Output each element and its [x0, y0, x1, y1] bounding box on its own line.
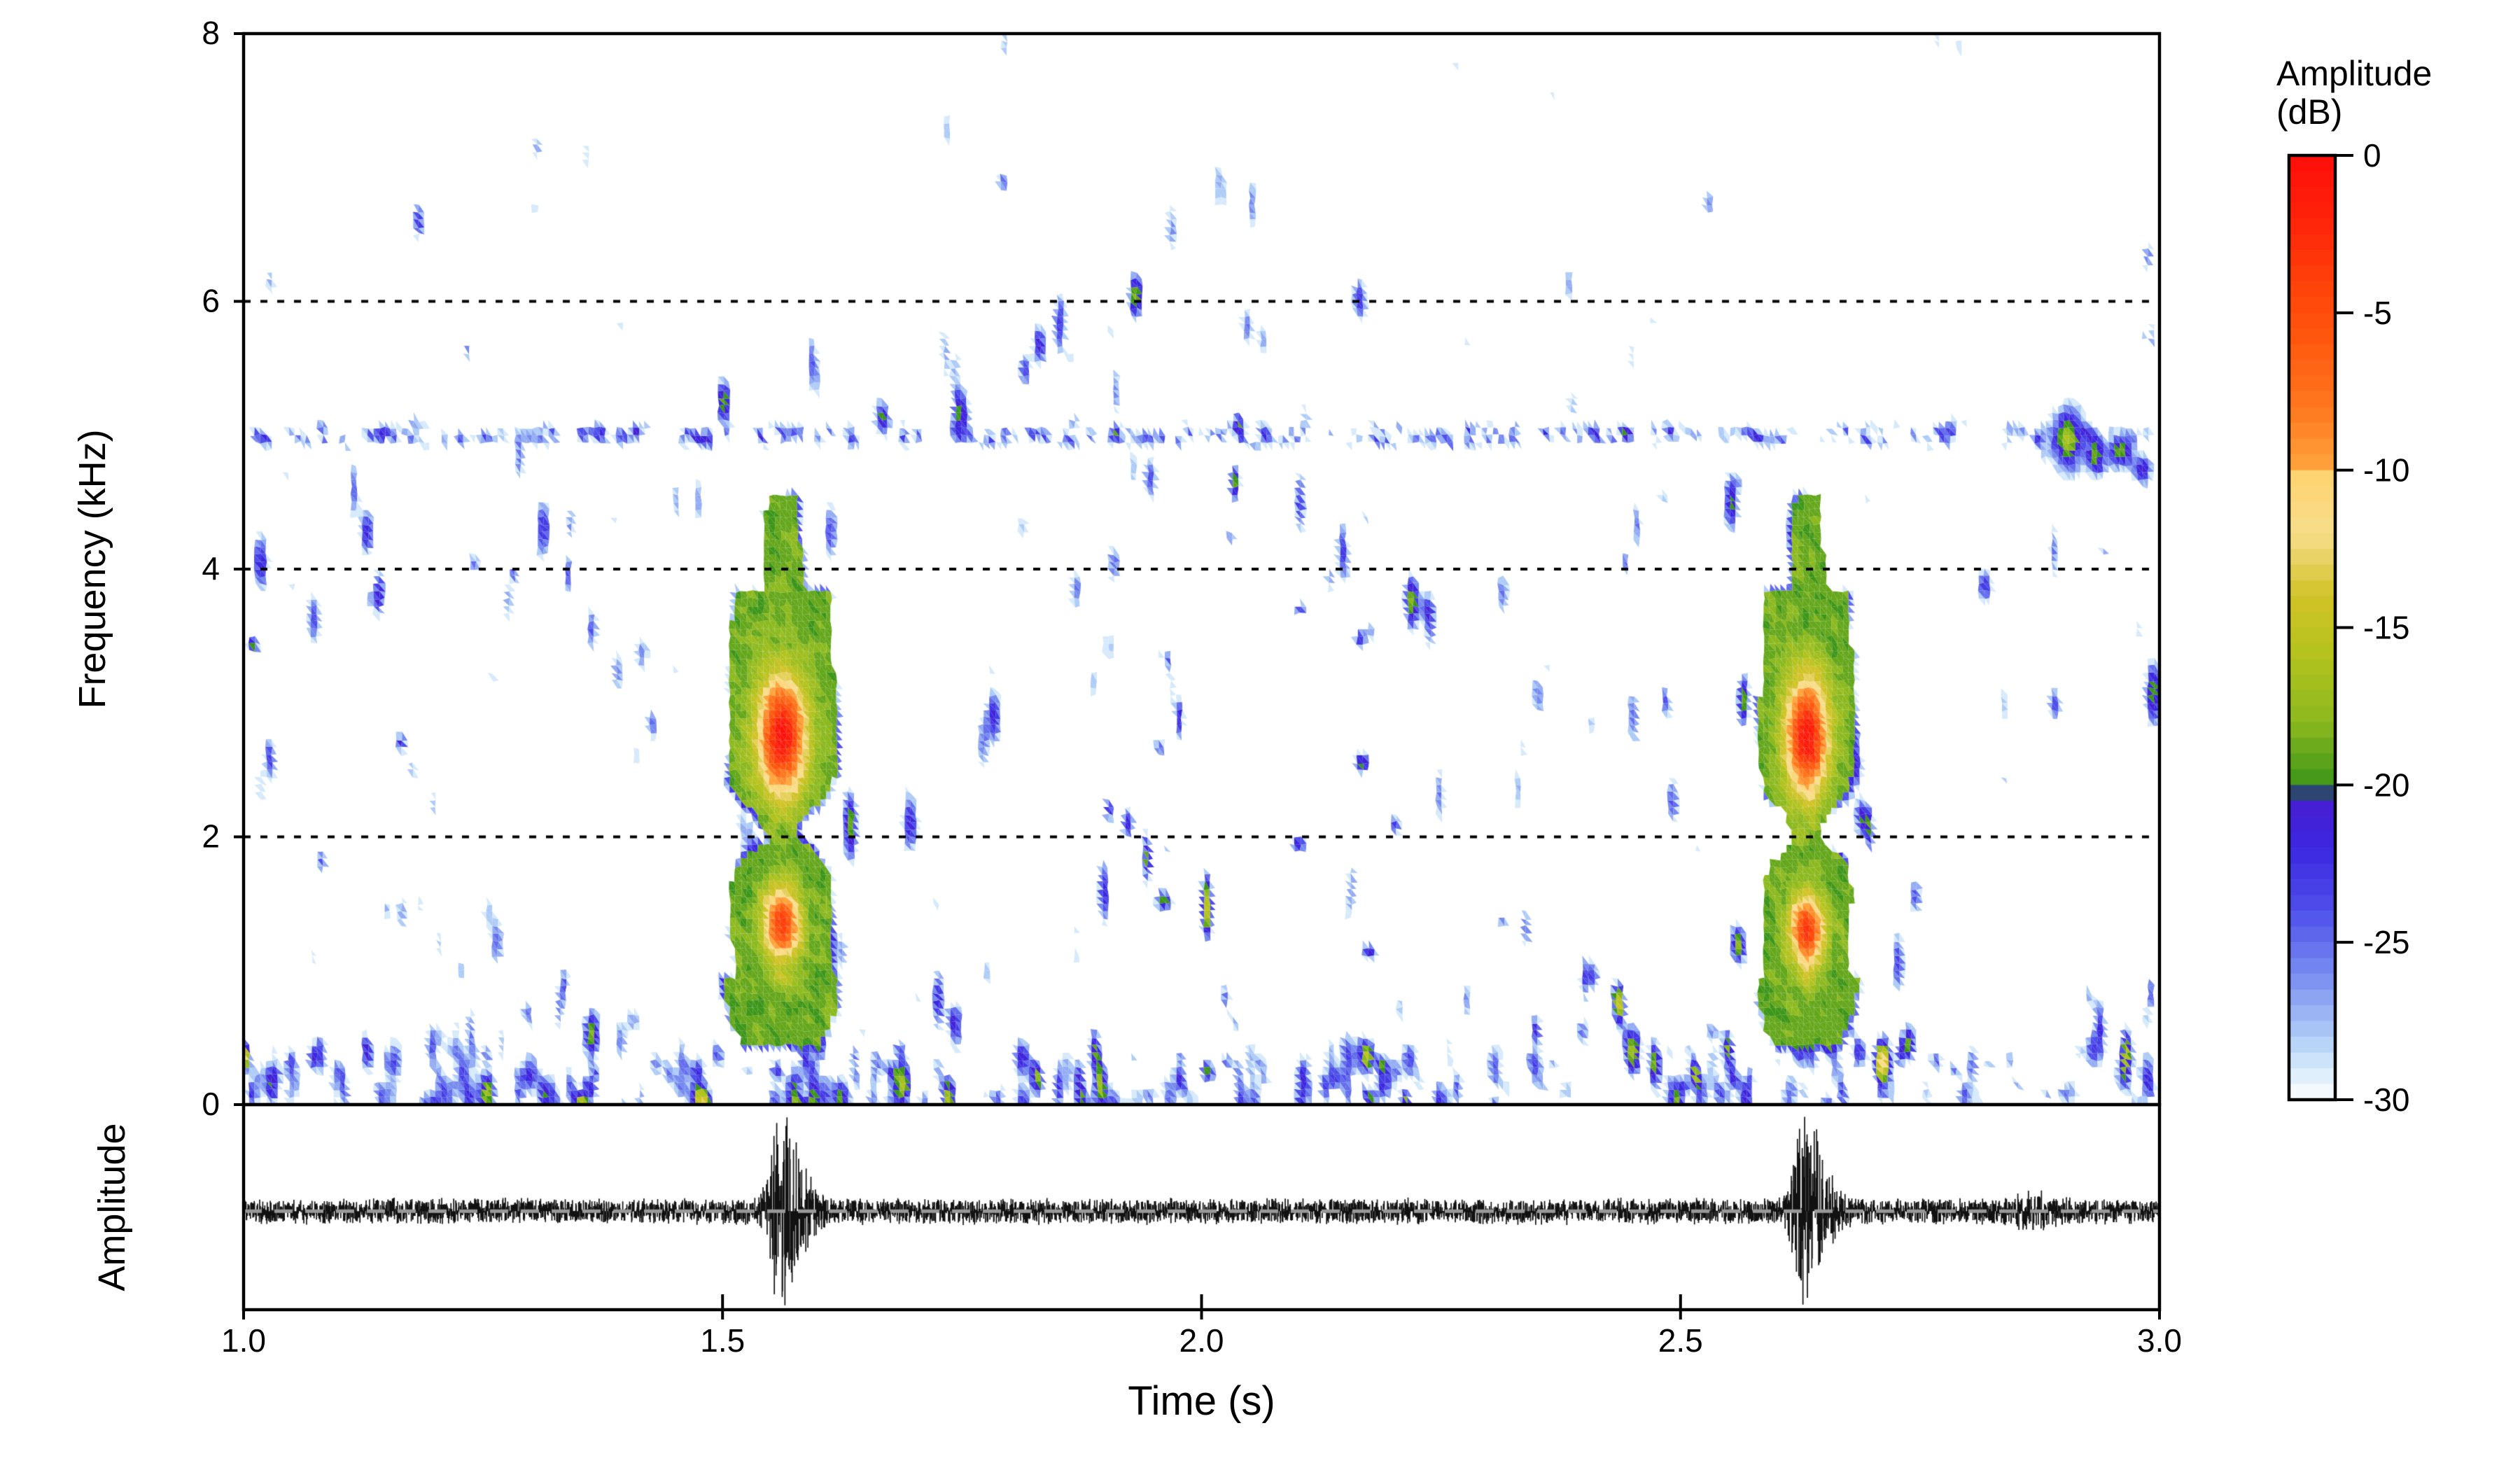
svg-text:2.5: 2.5	[1658, 1322, 1703, 1359]
svg-text:-30: -30	[2363, 1082, 2409, 1118]
svg-text:Amplitude: Amplitude	[91, 1123, 133, 1291]
svg-text:-5: -5	[2363, 295, 2392, 331]
svg-text:-15: -15	[2363, 610, 2409, 646]
svg-text:2.0: 2.0	[1180, 1322, 1224, 1359]
svg-text:(dB): (dB)	[2276, 92, 2342, 132]
svg-text:-20: -20	[2363, 766, 2409, 803]
svg-text:-25: -25	[2363, 924, 2409, 960]
svg-text:8: 8	[202, 15, 220, 51]
svg-text:1.0: 1.0	[221, 1322, 266, 1359]
svg-text:2: 2	[202, 818, 220, 855]
svg-text:-10: -10	[2363, 452, 2409, 489]
svg-text:0: 0	[2363, 137, 2381, 174]
svg-text:4: 4	[202, 550, 220, 587]
svg-text:0: 0	[202, 1086, 220, 1122]
svg-text:1.5: 1.5	[700, 1322, 745, 1359]
svg-text:Amplitude: Amplitude	[2276, 54, 2432, 93]
svg-text:Time (s): Time (s)	[1128, 1378, 1275, 1424]
svg-text:6: 6	[202, 283, 220, 319]
svg-text:Frequency (kHz): Frequency (kHz)	[71, 429, 113, 708]
svg-text:3.0: 3.0	[2137, 1322, 2182, 1359]
